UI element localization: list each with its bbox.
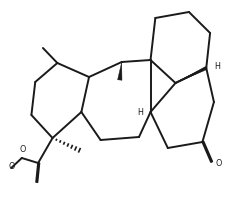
Text: H: H xyxy=(137,108,143,117)
Text: O: O xyxy=(215,159,221,168)
Text: H: H xyxy=(214,62,220,70)
Polygon shape xyxy=(118,62,122,80)
Text: O: O xyxy=(8,162,14,171)
Polygon shape xyxy=(175,66,207,83)
Text: O: O xyxy=(19,145,25,154)
